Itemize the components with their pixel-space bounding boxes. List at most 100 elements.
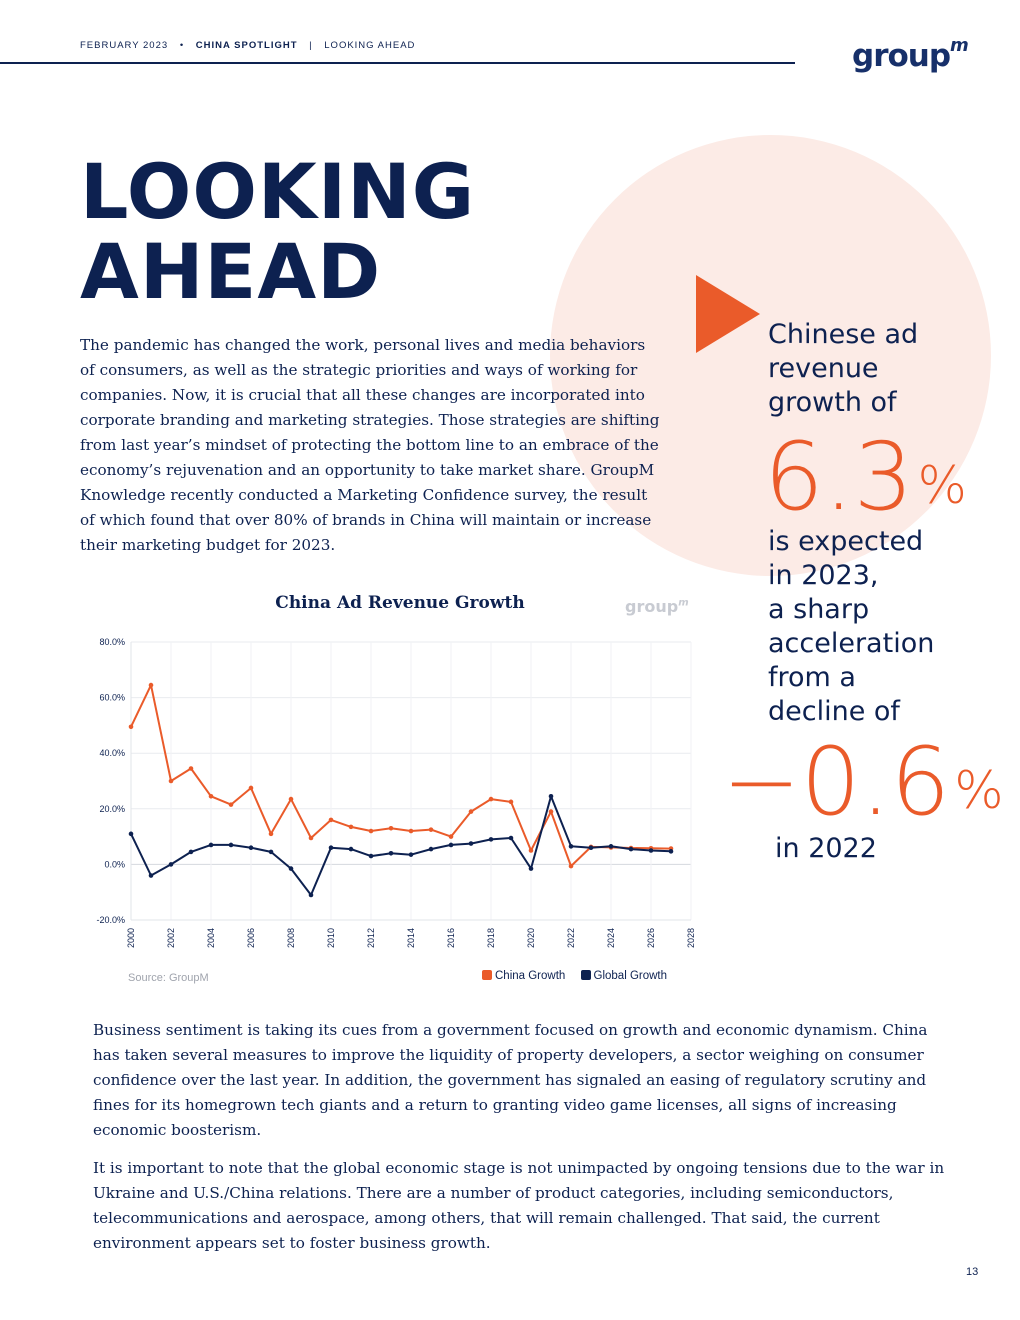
data-point-global <box>248 845 254 851</box>
data-point-global <box>308 892 314 898</box>
percent-sign: % <box>917 456 967 516</box>
watermark-sup: m <box>678 597 689 609</box>
page-header: FEBRUARY 2023 • CHINA SPOTLIGHT | LOOKIN… <box>80 40 415 51</box>
china-ad-revenue-chart: China Ad Revenue Growth groupm 80.0% 60.0… <box>80 585 700 995</box>
data-point-global <box>168 862 174 867</box>
data-point-china <box>368 828 374 834</box>
callout-line: from a <box>768 662 856 693</box>
data-point-global <box>408 852 414 857</box>
data-point-global <box>608 844 614 849</box>
y-tick-label: 0.0% <box>104 859 125 869</box>
legend-swatch-global <box>580 970 591 980</box>
groupm-logo: groupm <box>852 34 969 74</box>
data-point-global <box>428 846 434 852</box>
data-point-china <box>128 724 134 730</box>
data-point-china <box>388 825 394 831</box>
series-line-global <box>130 795 672 896</box>
x-tick-label: 2002 <box>166 928 176 948</box>
data-point-global <box>628 846 634 852</box>
chart-title: China Ad Revenue Growth <box>275 593 525 613</box>
data-point-china <box>568 863 574 869</box>
data-point-global <box>668 849 674 854</box>
legend-label-china: China Growth <box>495 970 566 982</box>
data-point-china <box>548 809 554 814</box>
intro-paragraph: The pandemic has changed the work, perso… <box>80 336 660 554</box>
chart-legend: China Growth Global Growth <box>482 970 679 982</box>
decorative-circle <box>550 135 991 576</box>
legend-swatch-china <box>482 970 492 980</box>
data-point-china <box>288 796 294 802</box>
callout-line: growth of <box>768 387 897 418</box>
data-point-china <box>208 793 214 799</box>
data-point-global <box>208 842 214 848</box>
value-2023: 6.3 <box>764 423 914 532</box>
title-line-1: LOOKING <box>80 147 476 236</box>
y-tick-label: 80.0% <box>99 637 125 647</box>
data-point-china <box>248 785 254 791</box>
data-point-china <box>488 796 494 802</box>
data-point-global <box>588 845 594 851</box>
data-point-china <box>148 682 154 688</box>
data-point-global <box>488 837 494 842</box>
data-point-china <box>348 824 354 830</box>
x-tick-label: 2008 <box>286 928 296 948</box>
header-date: FEBRUARY 2023 <box>80 40 169 51</box>
chart-plot: 80.0% 60.0% 40.0% 20.0% 0.0% -20.0%2000 2002 20… <box>96 637 696 948</box>
header-rule <box>0 62 795 64</box>
header-bullet: • <box>179 40 185 51</box>
logo-text: group <box>852 38 951 74</box>
data-point-global <box>288 866 294 871</box>
header-section: CHINA SPOTLIGHT <box>195 40 298 51</box>
y-tick-label: 20.0% <box>99 804 125 814</box>
callout-value-2023: 6.3% <box>764 423 967 533</box>
x-tick-label: 2026 <box>646 928 656 948</box>
page-title: LOOKING AHEAD <box>80 152 475 312</box>
data-point-china <box>428 827 434 832</box>
logo-superscript: m <box>950 34 969 56</box>
x-tick-label: 2020 <box>526 928 536 948</box>
callout-tail: in 2022 <box>775 833 877 864</box>
legend-label-global: Global Growth <box>593 970 668 982</box>
data-point-global <box>528 866 534 871</box>
data-point-china <box>328 817 334 823</box>
header-divider: | <box>309 40 313 51</box>
data-point-global <box>388 850 394 856</box>
callout-lead: Chinese ad revenue growth of <box>768 318 918 420</box>
callout-line: Chinese ad <box>768 319 919 350</box>
x-tick-label: 2016 <box>446 928 456 948</box>
body-paragraph-2: It is important to note that the global … <box>93 1159 945 1252</box>
callout-line: decline of <box>768 696 900 727</box>
x-tick-label: 2028 <box>686 928 696 948</box>
data-point-global <box>148 873 154 878</box>
data-point-china <box>508 799 514 805</box>
x-tick-label: 2012 <box>366 928 376 948</box>
data-point-china <box>168 778 174 784</box>
page-number: 13 <box>966 1266 979 1278</box>
data-point-china <box>468 809 474 814</box>
watermark-text: group <box>625 597 679 616</box>
legend-item-global: Global Growth <box>580 970 668 982</box>
data-point-global <box>448 842 454 848</box>
data-point-china <box>228 802 234 807</box>
data-point-global <box>508 835 514 841</box>
x-tick-label: 2006 <box>246 928 256 948</box>
data-point-china <box>528 848 534 853</box>
x-tick-label: 2014 <box>406 928 416 948</box>
x-tick-label: 2004 <box>206 928 216 948</box>
callout-line: a sharp <box>768 594 870 625</box>
x-tick-label: 2010 <box>326 928 336 948</box>
percent-sign: % <box>954 761 1004 821</box>
data-point-china <box>268 831 274 837</box>
chart-watermark: groupm <box>625 597 689 616</box>
data-point-global <box>368 853 374 859</box>
data-point-global <box>188 849 194 855</box>
callout-line: acceleration <box>768 628 935 659</box>
y-tick-label: -20.0% <box>96 915 125 925</box>
legend-item-china: China Growth <box>482 970 565 982</box>
data-point-global <box>128 831 134 837</box>
callout-line: in 2023, <box>768 560 879 591</box>
x-tick-label: 2018 <box>486 928 496 948</box>
data-point-global <box>228 842 234 848</box>
data-point-global <box>548 793 554 799</box>
header-topic: LOOKING AHEAD <box>324 40 416 51</box>
